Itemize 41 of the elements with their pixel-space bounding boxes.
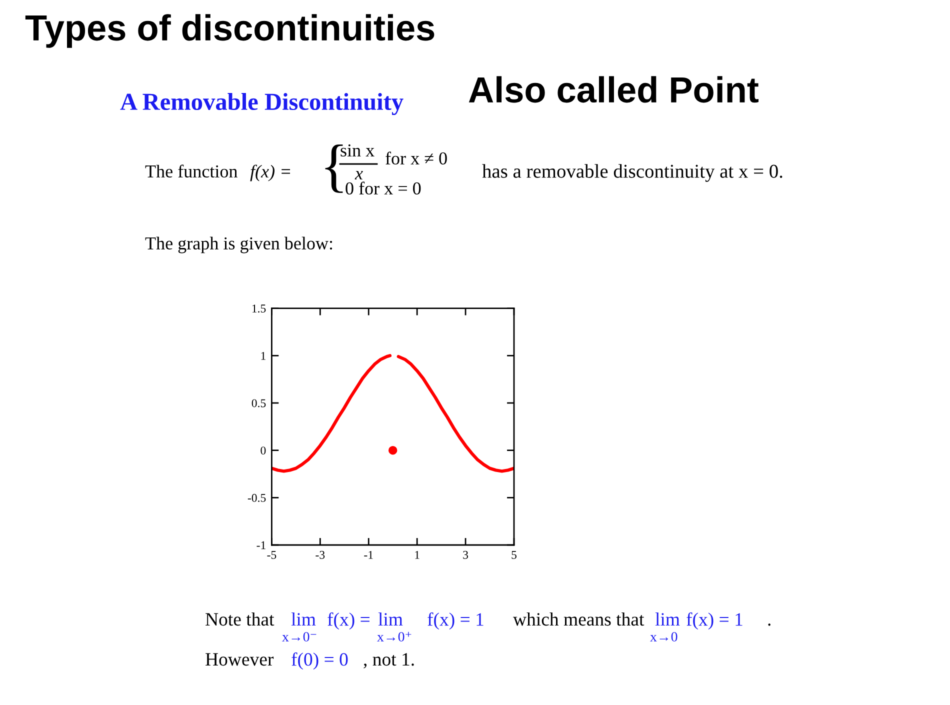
text: Note that — [206, 612, 274, 626]
x-tick-label: -3 — [316, 550, 325, 559]
text: . — [768, 624, 770, 626]
y-tick-label: 1 — [261, 352, 266, 360]
text: f(x) = — [328, 612, 370, 630]
x-tick-label: 3 — [463, 550, 468, 559]
text: sin x — [340, 144, 374, 157]
text: f(x) = 1 — [686, 612, 742, 630]
text: f(x) = 1 — [428, 612, 484, 630]
line-series — [396, 354, 514, 473]
x-tick-label: -5 — [267, 551, 276, 559]
text: lim — [655, 612, 680, 626]
text: has a removable discontinuity at x = 0. — [482, 164, 782, 182]
chart-subtitle: A Removable Discontinuity — [120, 92, 404, 116]
y-tick-label: 1.5 — [252, 304, 266, 313]
text: f(x) = — [250, 164, 290, 182]
text: x→0 — [650, 632, 678, 642]
text: which means that — [513, 612, 644, 626]
y-tick-label: -0.5 — [248, 494, 266, 502]
y-tick-label: -1 — [256, 541, 266, 550]
text: However — [206, 653, 274, 666]
x-tick-label: -1 — [364, 550, 373, 559]
text: lim — [291, 612, 316, 626]
text: x — [354, 171, 363, 180]
line-series — [272, 354, 392, 473]
text: The graph is given below: — [145, 236, 332, 254]
text: lim — [378, 612, 403, 626]
text: , not 1. — [364, 653, 414, 668]
text: f(0) = 0 — [292, 652, 348, 670]
text: Also called Point — [468, 76, 759, 103]
text: x→0⁻ — [282, 632, 316, 642]
y-tick-label: 0 — [260, 446, 266, 455]
y-tick-label: 0.5 — [252, 399, 266, 408]
text: for x ≠ 0 — [386, 152, 447, 165]
text: { — [325, 144, 343, 193]
text: x→0⁺ — [377, 632, 412, 642]
text: The function — [145, 164, 238, 178]
chart-title: Types of discontinuities — [25, 14, 434, 48]
text: 0 for x = 0 — [346, 182, 421, 195]
x-tick-label: 1 — [415, 550, 420, 559]
x-tick-label: 5 — [512, 551, 516, 559]
